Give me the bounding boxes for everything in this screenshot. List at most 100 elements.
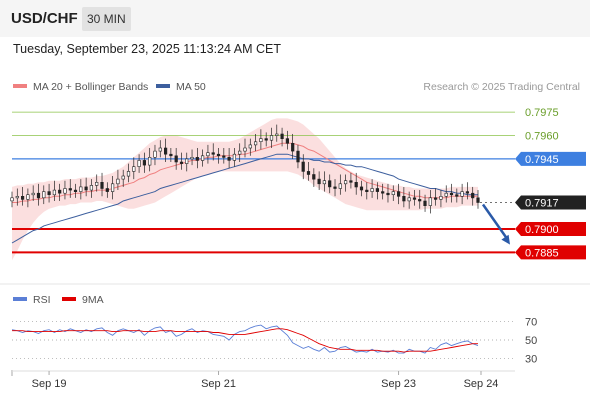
- candle-body: [79, 186, 83, 192]
- candle-body: [20, 196, 25, 200]
- candle-body: [471, 192, 475, 199]
- candle-body: [52, 189, 56, 196]
- candle-body: [126, 171, 131, 177]
- rsi-ma-line: [12, 328, 478, 353]
- candle-body: [164, 147, 168, 155]
- candle-body: [465, 191, 470, 194]
- forecast-arrow-head: [501, 234, 510, 245]
- legend-rsi-label: RSI: [33, 294, 51, 306]
- candle-body: [73, 189, 78, 193]
- candle-body: [222, 155, 226, 158]
- level-label-0.7960: 0.7960: [525, 131, 559, 143]
- candle-body: [460, 191, 464, 197]
- level-tag-0.7885: [515, 245, 586, 260]
- rsi-tick-70: 70: [525, 316, 537, 328]
- ma50-line: [11, 153, 478, 244]
- candle-body: [476, 197, 480, 203]
- candle-body: [10, 197, 14, 202]
- candle-body: [322, 180, 327, 185]
- candle-body: [148, 157, 152, 166]
- candle-body: [174, 155, 178, 163]
- candle-body: [317, 178, 321, 185]
- candle-body: [137, 160, 141, 167]
- candle-body: [232, 153, 237, 161]
- candle-body: [132, 166, 136, 172]
- legend-ma50-label: MA 50: [176, 81, 206, 93]
- legend-ma20-swatch: [13, 84, 27, 88]
- candle-body: [111, 183, 115, 192]
- x-tick-label-1: Sep 21: [201, 378, 236, 390]
- candle-body: [206, 152, 210, 157]
- candle-body: [95, 182, 99, 186]
- candle-body: [396, 191, 401, 197]
- candle-body: [169, 153, 173, 157]
- candle-body: [254, 141, 258, 146]
- level-label-0.7900: 0.7900: [525, 224, 559, 236]
- legend-9ma-label: 9MA: [82, 294, 104, 306]
- candle-body: [412, 197, 417, 200]
- candle-body: [31, 192, 35, 196]
- candle-body: [455, 194, 459, 197]
- candle-body: [216, 153, 221, 157]
- candle-body: [142, 160, 147, 166]
- legend-9ma-swatch: [62, 297, 76, 301]
- legend-ma50-swatch: [156, 84, 170, 88]
- candle-body: [375, 188, 380, 192]
- candle-body: [227, 157, 231, 161]
- candle-body: [105, 188, 109, 192]
- level-label-0.7917: 0.7917: [525, 198, 559, 210]
- candle-body: [264, 138, 268, 141]
- candle-body: [47, 191, 51, 196]
- level-label-0.7975: 0.7975: [525, 107, 559, 119]
- candle-body: [280, 133, 284, 139]
- candle-body: [243, 147, 247, 152]
- candle-body: [259, 138, 263, 143]
- chart-header: USD/CHF 30 MIN: [0, 0, 590, 37]
- legend-ma20-label: MA 20 + Bollinger Bands: [33, 81, 148, 93]
- candle-body: [296, 150, 300, 163]
- candle-body: [285, 138, 290, 144]
- candle-body: [343, 180, 348, 185]
- chart-datetime: Tuesday, September 23, 2025 11:13:24 AM …: [13, 42, 281, 56]
- candle-body: [444, 192, 448, 197]
- candle-body: [89, 185, 93, 191]
- candle-body: [291, 143, 295, 152]
- level-tag-0.7945: [515, 151, 586, 166]
- candle-body: [36, 192, 41, 199]
- candle-body: [381, 191, 385, 194]
- symbol-title: USD/CHF: [11, 10, 78, 27]
- candle-body: [359, 186, 364, 191]
- candle-body: [301, 161, 305, 172]
- candle-body: [84, 186, 88, 191]
- candle-body: [42, 191, 46, 199]
- candle-body: [365, 189, 369, 193]
- candle-body: [439, 196, 443, 200]
- candle-body: [428, 197, 432, 206]
- candle-body: [312, 174, 316, 180]
- candle-body: [68, 188, 72, 191]
- candle-body: [116, 178, 120, 185]
- candle-body: [58, 189, 62, 194]
- candle-body: [306, 171, 311, 175]
- candle-body: [63, 188, 67, 194]
- candle-body: [349, 180, 353, 183]
- candle-body: [433, 197, 438, 200]
- candle-body: [407, 197, 411, 202]
- level-tag-0.7917: [515, 195, 586, 210]
- chart-credit: Research © 2025 Trading Central: [423, 81, 580, 93]
- candle-body: [195, 157, 199, 161]
- x-tick-label-3: Sep 24: [464, 378, 499, 390]
- x-tick-label-2: Sep 23: [381, 378, 416, 390]
- candle-body: [158, 147, 162, 152]
- level-label-0.7945: 0.7945: [525, 154, 559, 166]
- candle-body: [386, 192, 390, 196]
- candle-body: [423, 200, 427, 206]
- candle-body: [121, 175, 125, 180]
- candle-body: [26, 194, 30, 200]
- interval-button[interactable]: 30 MIN: [82, 7, 131, 31]
- candle-body: [190, 157, 194, 160]
- candle-body: [185, 158, 189, 164]
- level-label-0.7885: 0.7885: [525, 247, 559, 259]
- rsi-line: [11, 324, 479, 354]
